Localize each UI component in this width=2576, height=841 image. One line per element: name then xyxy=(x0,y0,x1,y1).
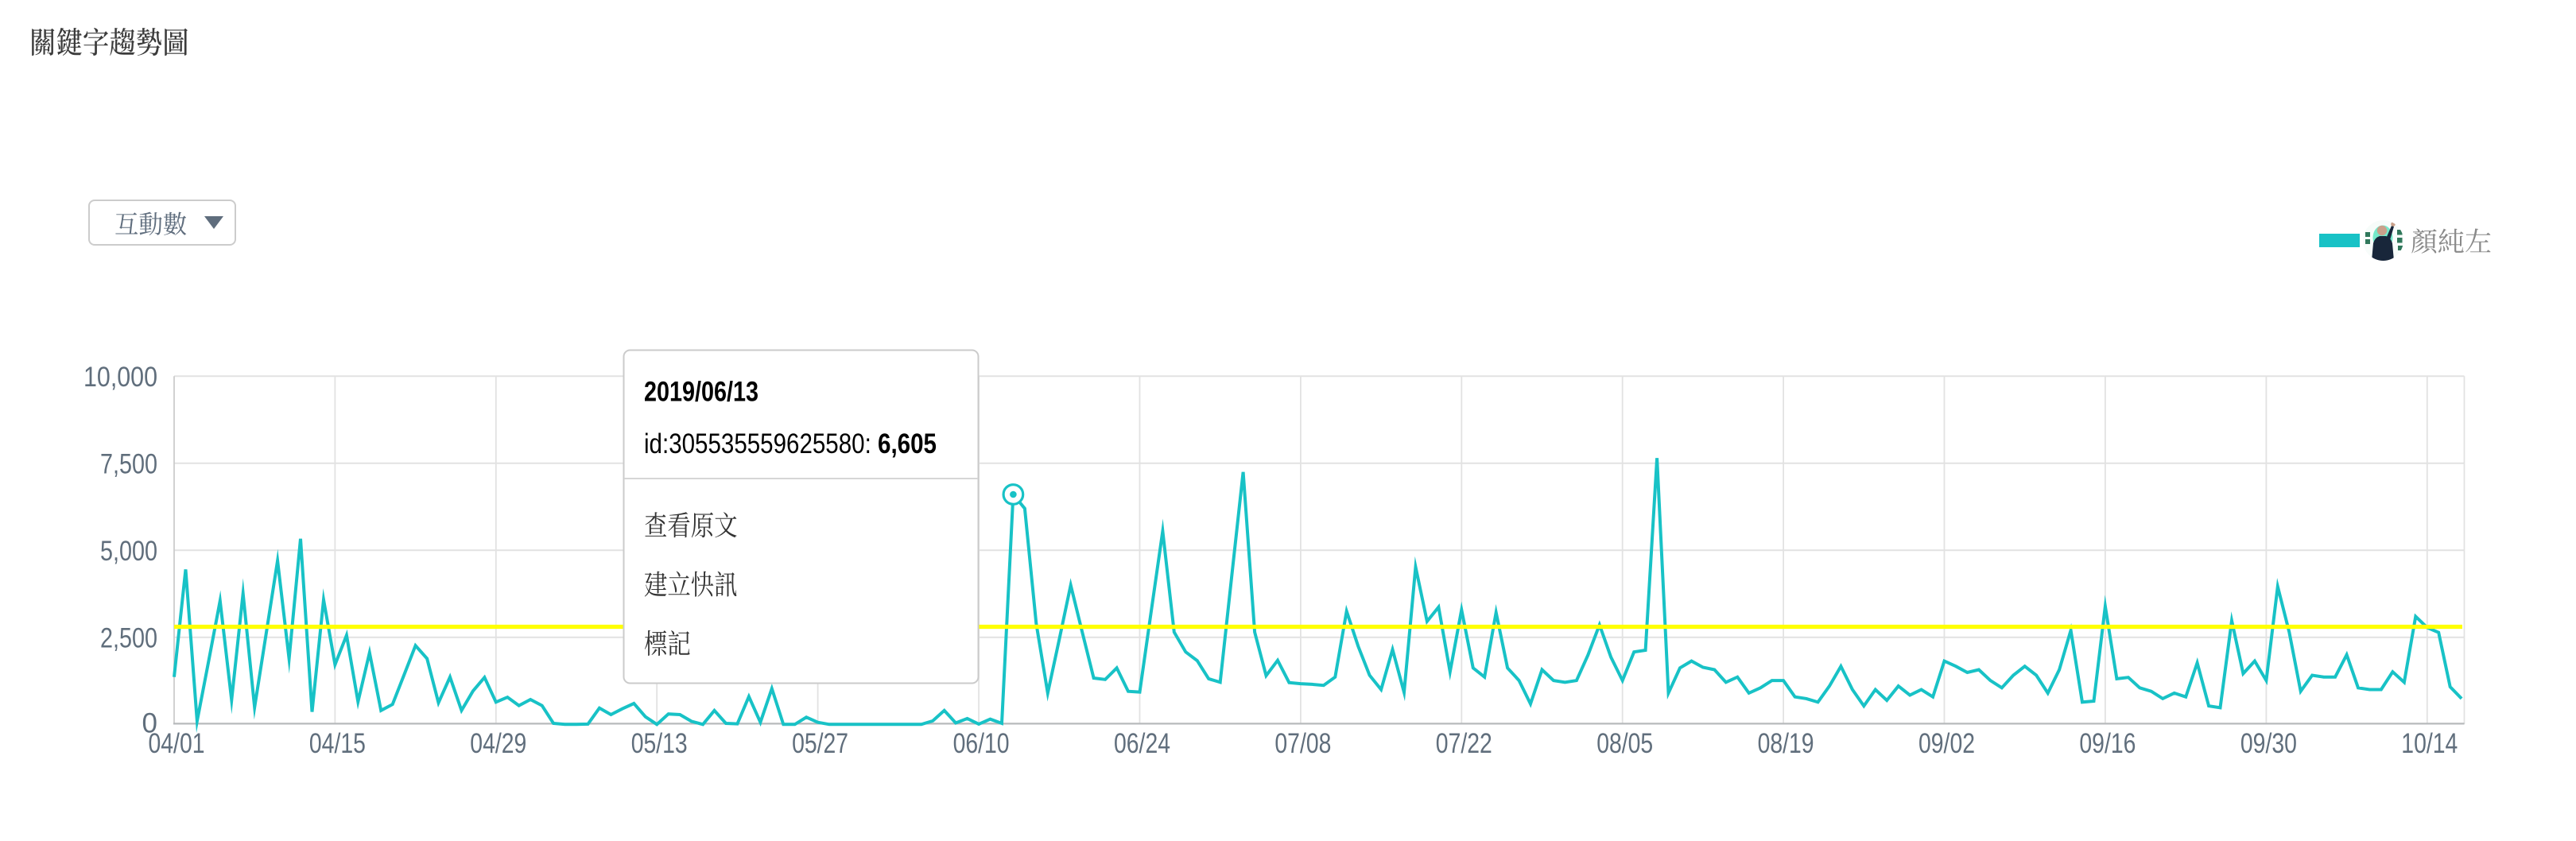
svg-text:06/24: 06/24 xyxy=(1114,728,1170,759)
svg-text:id:305535559625580: 6,605: id:305535559625580: 6,605 xyxy=(644,428,937,459)
svg-text:2,500: 2,500 xyxy=(100,623,157,654)
svg-text:09/30: 09/30 xyxy=(2240,728,2297,759)
svg-text:04/29: 04/29 xyxy=(470,728,526,759)
svg-text:10,000: 10,000 xyxy=(83,362,157,393)
svg-text:04/01: 04/01 xyxy=(149,728,205,759)
svg-text:06/10: 06/10 xyxy=(953,728,1010,759)
svg-text:09/02: 09/02 xyxy=(1918,728,1975,759)
svg-text:05/13: 05/13 xyxy=(631,728,688,759)
svg-text:7,500: 7,500 xyxy=(100,449,157,480)
svg-text:09/16: 09/16 xyxy=(2079,728,2136,759)
svg-text:07/08: 07/08 xyxy=(1274,728,1331,759)
svg-text:5,000: 5,000 xyxy=(100,536,157,567)
svg-text:05/27: 05/27 xyxy=(792,728,848,759)
svg-text:04/15: 04/15 xyxy=(309,728,366,759)
svg-text:2019/06/13: 2019/06/13 xyxy=(644,377,758,408)
svg-text:08/19: 08/19 xyxy=(1758,728,1814,759)
svg-text:08/05: 08/05 xyxy=(1596,728,1653,759)
svg-text:0: 0 xyxy=(142,708,157,739)
svg-text:07/22: 07/22 xyxy=(1436,728,1492,759)
svg-text:10/14: 10/14 xyxy=(2401,728,2458,759)
